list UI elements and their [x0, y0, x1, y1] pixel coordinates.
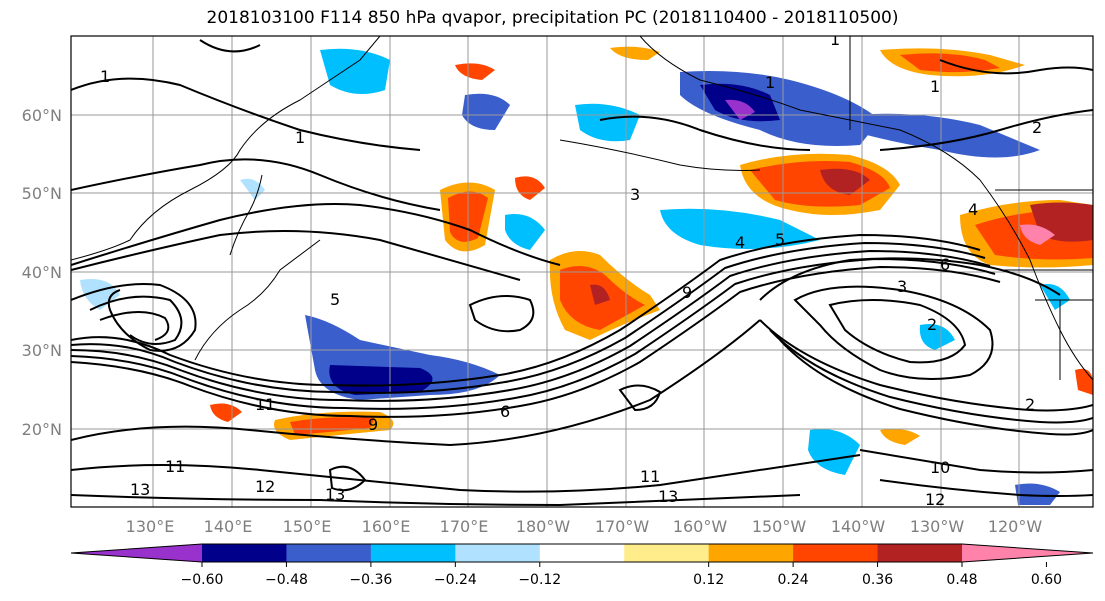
qvapor-contours	[71, 39, 1093, 507]
contour-labels: 1 1 1 1 1 2 2 2 3 3 4 4 5 5 6 6 9 9 10 1…	[100, 30, 1042, 509]
contour-label: 2	[1025, 395, 1035, 414]
lon-label: 160°E	[362, 517, 411, 536]
contour-label: 2	[927, 315, 937, 334]
colorbar-ticks: −0.60 −0.48 −0.36 −0.24 −0.12 0.12 0.24 0.36 0.4…	[181, 562, 1062, 588]
contour-label: 6	[500, 402, 510, 421]
contour-label: 12	[255, 477, 275, 496]
contour-label: 3	[630, 185, 640, 204]
contour-label: 1	[930, 77, 940, 96]
contour-label: 11	[165, 457, 185, 476]
colorbar-tick-label: 0.24	[778, 572, 809, 588]
colorbar-segment	[708, 544, 794, 562]
colorbar-segment	[202, 544, 287, 562]
lon-label: 130°E	[126, 517, 175, 536]
colorbar-segment	[962, 544, 1093, 562]
lat-label: 50°N	[22, 184, 62, 203]
colorbar-segment	[370, 544, 456, 562]
colorbar-segment	[624, 544, 710, 562]
lon-label: 170°E	[440, 517, 489, 536]
contour-label: 11	[640, 467, 660, 486]
colorbar-tick-label: 0.12	[693, 572, 724, 588]
colorbar-segment	[286, 544, 372, 562]
colorbar-segment	[793, 544, 879, 562]
shaded-anomalies	[80, 48, 1070, 505]
lat-label: 60°N	[22, 106, 62, 125]
colorbar-tick-label: −0.36	[349, 572, 392, 588]
shaded-positive	[210, 46, 1093, 445]
colorbar	[70, 543, 1094, 563]
colorbar-tick-label: −0.12	[518, 572, 561, 588]
contour-label: 1	[295, 128, 305, 147]
contour-label: 9	[368, 415, 378, 434]
colorbar-tick-label: 0.60	[1031, 572, 1062, 588]
lon-label: 150°E	[283, 517, 332, 536]
lon-label: 140°E	[204, 517, 253, 536]
colorbar-segment	[455, 544, 541, 562]
map-frame	[70, 35, 1094, 508]
colorbar-segment	[877, 544, 963, 562]
contour-label: 1	[830, 30, 840, 49]
coastlines	[71, 36, 1093, 381]
contour-label: 4	[735, 233, 745, 252]
gridlines	[71, 36, 1093, 507]
colorbar-tick-label: −0.48	[265, 572, 308, 588]
contour-label: 1	[100, 67, 110, 86]
colorbar-tick-label: −0.60	[181, 572, 224, 588]
colorbar-segment	[539, 544, 625, 562]
contour-label: 5	[330, 290, 340, 309]
contour-label: 2	[1032, 118, 1042, 137]
lon-label: 150°W	[752, 517, 807, 536]
figure-title: 2018103100 F114 850 hPa qvapor, precipit…	[206, 8, 899, 28]
lat-label: 30°N	[22, 341, 62, 360]
lon-label: 180°W	[516, 517, 571, 536]
contour-label: 13	[658, 487, 678, 506]
latitude-labels: 60°N 50°N 40°N 30°N 20°N	[22, 106, 62, 439]
contour-label: 1	[765, 73, 775, 92]
contour-label: 11	[255, 395, 275, 414]
colorbar-tick-label: 0.48	[946, 572, 977, 588]
lon-label: 130°W	[910, 517, 965, 536]
lon-label: 170°W	[595, 517, 650, 536]
longitude-labels: 130°E 140°E 150°E 160°E 170°E 180°W 170°…	[126, 517, 1043, 536]
contour-label: 13	[325, 485, 345, 504]
lon-label: 140°W	[831, 517, 886, 536]
contour-label: 10	[930, 458, 950, 477]
contour-label: 5	[775, 230, 785, 249]
colorbar-tick-label: 0.36	[862, 572, 893, 588]
contour-label: 9	[682, 283, 692, 302]
lon-label: 160°W	[673, 517, 728, 536]
lat-label: 20°N	[22, 420, 62, 439]
lat-label: 40°N	[22, 263, 62, 282]
map-content: 1 1 1 1 1 2 2 2 3 3 4 4 5 5 6 6 9 9 10 1…	[71, 30, 1093, 509]
contour-label: 12	[925, 490, 945, 509]
contour-label: 4	[968, 200, 978, 219]
colorbar-segment	[71, 544, 202, 562]
colorbar-tick-label: −0.24	[434, 572, 477, 588]
contour-label: 13	[130, 480, 150, 499]
contour-label: 3	[897, 277, 907, 296]
lon-label: 120°W	[988, 517, 1043, 536]
contour-label: 6	[940, 255, 950, 274]
